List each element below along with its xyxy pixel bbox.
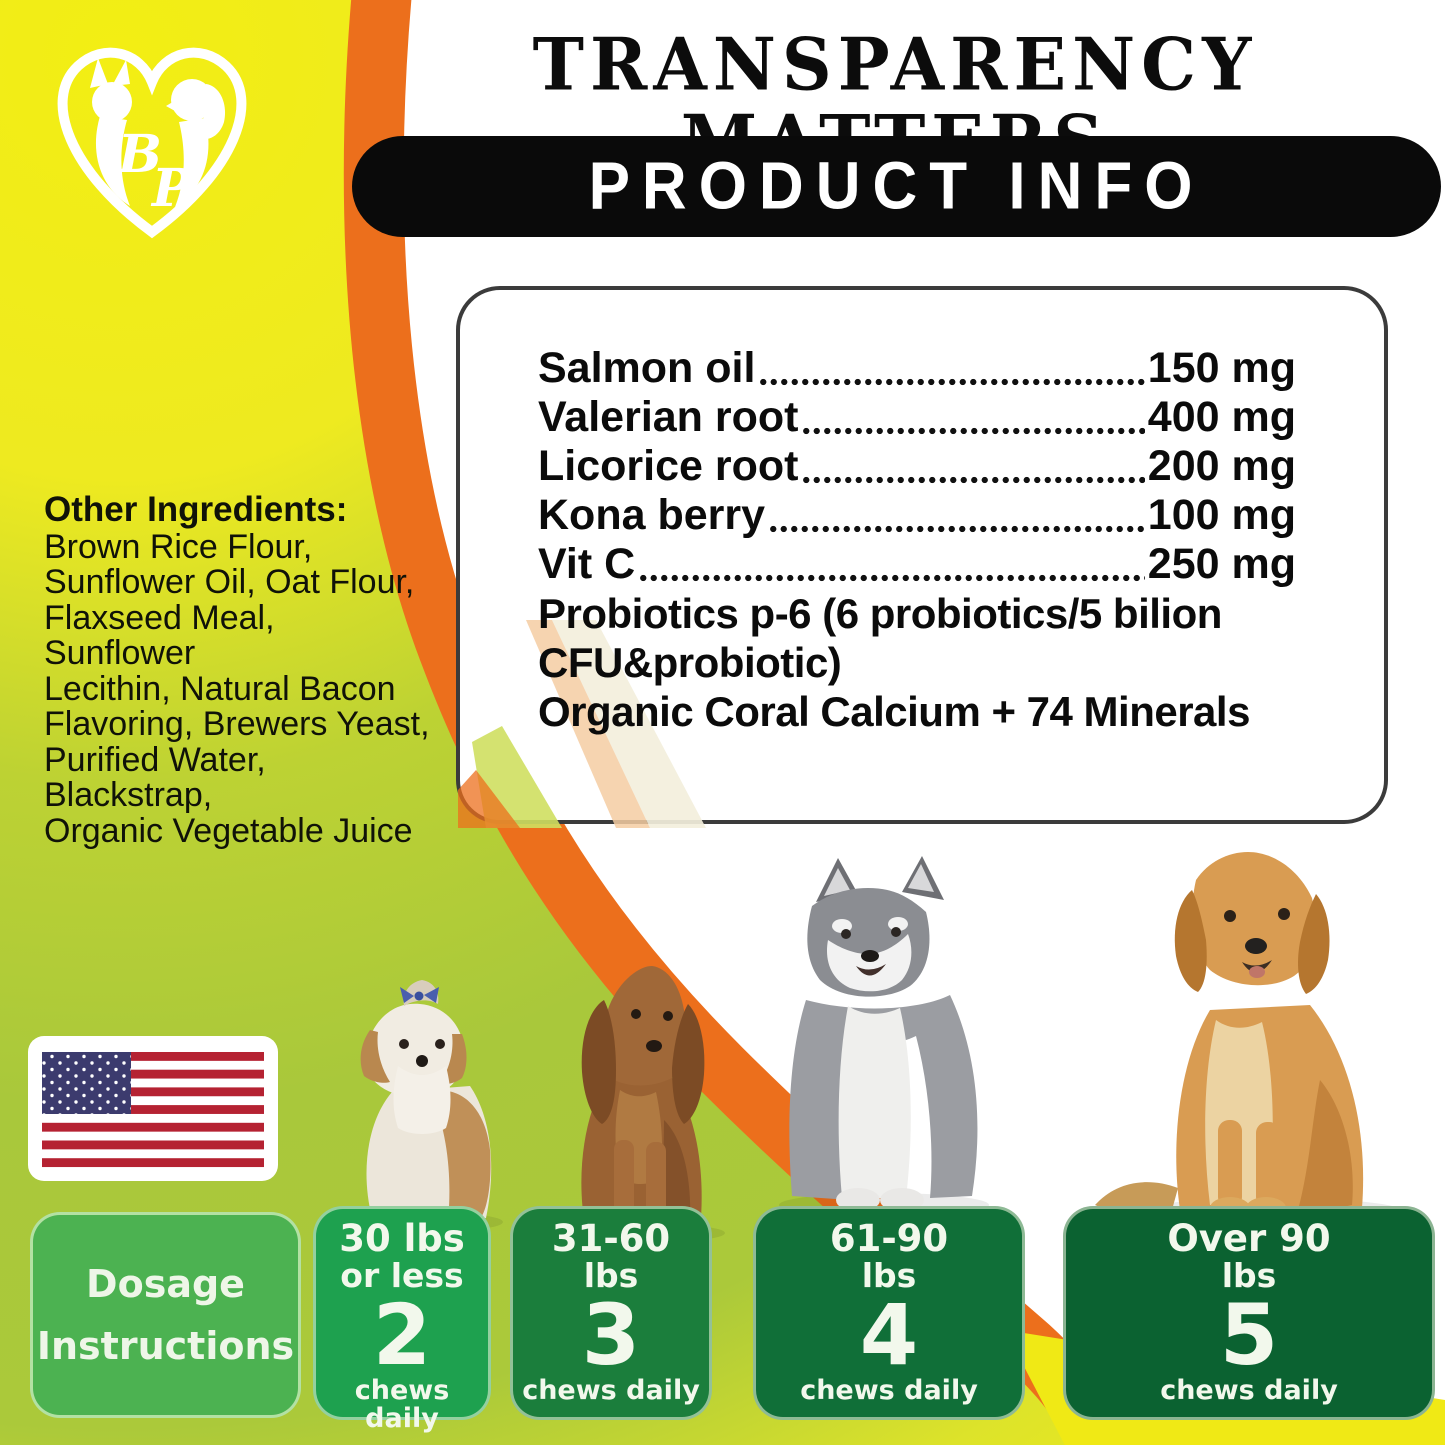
dosage-tier: 61-90 lbs 4 chews daily [753, 1206, 1025, 1420]
tier-weight-line1: 30 lbs [339, 1217, 465, 1260]
other-ingredients-lines: Brown Rice Flour, Sunflower Oil, Oat Flo… [44, 527, 434, 850]
supplement-facts-rows: Salmon oil 150 mg Valerian root 400 mg L… [538, 344, 1296, 589]
dosage-tiers: 30 lbs or less 2 chews daily 31-60 lbs 3… [313, 1206, 1435, 1433]
leader-dots [801, 476, 1145, 484]
ingredient-row: Salmon oil 150 mg [538, 344, 1296, 393]
dosage-instructions-box: Dosage Instructions [30, 1212, 301, 1418]
ingredient-name: Vit C [538, 540, 636, 588]
tier-weight-line1: 61-90 [829, 1217, 949, 1260]
ingredient-amount: 250 mg [1147, 540, 1296, 588]
shih-tzu-bow [400, 987, 414, 1003]
other-ingredients-line: Lecithin, Natural Bacon [44, 669, 396, 708]
ingredient-name: Valerian root [538, 393, 799, 441]
ingredient-amount: 400 mg [1147, 393, 1296, 441]
ingredient-amount: 200 mg [1147, 442, 1296, 490]
tier-weight-line2: lbs [1221, 1256, 1277, 1295]
leader-dots [758, 378, 1145, 386]
brand-heart-cat-dog-logo: B P [57, 47, 247, 239]
dosage-label-line2: Instructions [36, 1324, 295, 1368]
ingredient-row: Valerian root 400 mg [538, 393, 1296, 442]
product-info-banner-text: PRODUCT INFO [588, 149, 1205, 224]
ingredient-row: Kona berry 100 mg [538, 491, 1296, 540]
leader-dots [638, 574, 1145, 582]
dosage-tier: 30 lbs or less 2 chews daily [313, 1206, 491, 1433]
other-ingredients-line: Flaxseed Meal, Sunflower [44, 598, 275, 672]
tier-unit: chews daily [354, 1375, 450, 1434]
tier-chew-count: 4 [859, 1286, 919, 1384]
ingredient-extra-line: CFU&probiotic) [538, 639, 842, 686]
dog-golden-retriever [1095, 852, 1364, 1219]
other-ingredients-line: Organic Vegetable Juice [44, 811, 413, 850]
logo-letter-b: B [116, 124, 162, 185]
dosage-tier: Over 90 lbs 5 chews daily [1063, 1206, 1435, 1420]
tier-chew-count: 2 [372, 1286, 432, 1384]
ingredient-name: Salmon oil [538, 344, 756, 392]
usa-flag [28, 1036, 278, 1181]
ingredient-extra-line: Organic Coral Calcium + 74 Minerals [538, 688, 1250, 735]
tier-unit: chews daily [800, 1375, 978, 1406]
dog-husky [789, 856, 978, 1212]
tier-chew-count: 3 [581, 1286, 641, 1384]
dog-cocker-spaniel [581, 966, 705, 1237]
ingredient-name: Kona berry [538, 491, 766, 539]
dosage-label-line1: Dosage [86, 1262, 245, 1306]
other-ingredients-heading: Other Ingredients: [44, 490, 348, 529]
ingredient-row: Vit C 250 mg [538, 540, 1296, 589]
cat-silhouette [90, 58, 132, 206]
other-ingredients-line: Sunflower Oil, Oat Flour, [44, 563, 415, 601]
other-ingredients: Other Ingredients: Brown Rice Flour, Sun… [44, 492, 434, 849]
decorative-corner-wedges [458, 620, 706, 828]
ingredient-row: Licorice root 200 mg [538, 442, 1296, 491]
other-ingredients-line: Brown Rice Flour, [44, 527, 313, 566]
ingredient-amount: 100 mg [1147, 491, 1296, 539]
supplement-facts-extra-lines: Probiotics p-6 (6 probiotics/5 bilion CF… [538, 589, 1296, 736]
tier-weight-line2: lbs [583, 1256, 639, 1295]
ingredient-amount: 150 mg [1147, 344, 1296, 392]
tier-chew-count: 5 [1219, 1286, 1279, 1384]
tier-weight-line2: lbs [861, 1256, 917, 1295]
ingredient-extra-line: Probiotics p-6 (6 probiotics/5 bilion [538, 590, 1222, 637]
other-ingredients-line: Purified Water, Blackstrap, [44, 740, 266, 814]
other-ingredients-line: Flavoring, Brewers Yeast, [44, 705, 430, 743]
leader-dots [801, 427, 1145, 435]
product-info-banner: PRODUCT INFO [352, 136, 1441, 237]
logo-letter-p: P [150, 158, 193, 219]
tier-unit: chews daily [1160, 1375, 1338, 1406]
supplement-facts-list: Salmon oil 150 mg Valerian root 400 mg L… [538, 344, 1296, 736]
ingredient-name: Licorice root [538, 442, 799, 490]
dosage-tier: 31-60 lbs 3 chews daily [510, 1206, 712, 1420]
flag-stripes [42, 1052, 264, 1168]
tier-weight-line1: 31-60 [551, 1217, 671, 1260]
tier-weight-line1: Over 90 [1167, 1217, 1331, 1260]
tier-weight-line2: or less [340, 1256, 464, 1295]
dog-silhouette [166, 79, 226, 207]
tier-unit: chews daily [522, 1375, 700, 1406]
supplement-facts-box [456, 286, 1388, 824]
dog-shih-tzu [360, 980, 492, 1224]
leader-dots [768, 525, 1145, 533]
